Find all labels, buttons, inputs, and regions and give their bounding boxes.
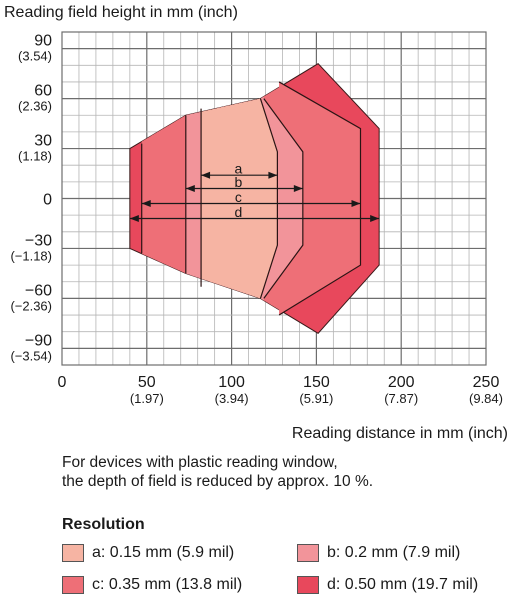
reading-fields bbox=[129, 62, 380, 335]
dimension-label-a: a bbox=[234, 161, 242, 177]
dimension-arrow-left-d bbox=[129, 214, 139, 222]
x-tick-labels: 0 50(1.97) 100(3.94) 150(5.91) 200(7.87) 250(… bbox=[58, 374, 503, 406]
y-tick-label: −60 bbox=[25, 282, 52, 299]
y-tick-sublabel: (−3.54) bbox=[10, 348, 52, 363]
note-line-2: the depth of field is reduced by approx.… bbox=[62, 473, 374, 490]
x-tick-label: 250 bbox=[473, 374, 500, 391]
y-tick-label: −30 bbox=[25, 232, 52, 249]
legend-swatch-b bbox=[297, 544, 319, 562]
legend-swatch-a bbox=[62, 544, 84, 562]
y-tick-sublabel: (1.18) bbox=[18, 149, 52, 164]
y-tick-label: 60 bbox=[34, 83, 52, 100]
y-tick-sublabel: (−1.18) bbox=[10, 248, 52, 263]
field-a-boundary-far bbox=[259, 98, 278, 299]
x-tick-sublabel: (7.87) bbox=[384, 391, 418, 406]
x-tick-sublabel: (9.84) bbox=[469, 391, 503, 406]
legend-swatch-c bbox=[62, 576, 84, 594]
legend-item-c: c: 0.35 mm (13.8 mil) bbox=[62, 576, 242, 594]
y-tick-label: −90 bbox=[25, 332, 52, 349]
dimension-arrow-right-c bbox=[351, 199, 361, 207]
legend-label-c: c: 0.35 mm (13.8 mil) bbox=[92, 576, 243, 593]
field-b-boundary-far bbox=[263, 98, 304, 299]
legend-label-d: d: 0.50 mm (19.7 mil) bbox=[327, 576, 479, 593]
x-tick-label: 50 bbox=[138, 374, 156, 391]
x-tick-label: 150 bbox=[303, 374, 330, 391]
dimension-arrow-right-a bbox=[268, 171, 278, 179]
x-tick-label: 100 bbox=[218, 374, 245, 391]
x-tick-sublabel: (5.91) bbox=[299, 391, 333, 406]
dimension-label-b: b bbox=[234, 174, 242, 190]
y-tick-sublabel: (−2.36) bbox=[10, 298, 52, 313]
x-tick-sublabel: (3.94) bbox=[215, 391, 249, 406]
y-tick-label: 90 bbox=[34, 33, 52, 50]
y-tick-sublabel: (2.36) bbox=[18, 99, 52, 114]
x-tick-label: 200 bbox=[388, 374, 415, 391]
legend-item-b: b: 0.2 mm (7.9 mil) bbox=[297, 544, 460, 562]
x-tick-label: 0 bbox=[58, 374, 67, 391]
dimension-arrow-left-a bbox=[201, 171, 211, 179]
plot-border bbox=[61, 31, 487, 366]
dimension-label-c: c bbox=[235, 189, 242, 205]
legend-swatch-d bbox=[297, 576, 319, 594]
y-tick-sublabel: (3.54) bbox=[18, 49, 52, 64]
y-tick-labels: 90(3.54)60(2.36)30(1.18)0−30(−1.18)−60(−… bbox=[10, 33, 52, 364]
dimension-arrow-left-b bbox=[185, 185, 195, 193]
dimension-label-d: d bbox=[234, 204, 242, 220]
x-tick-sublabel: (1.97) bbox=[130, 391, 164, 406]
chart-frame bbox=[61, 31, 487, 366]
legend-item-d: d: 0.50 mm (19.7 mil) bbox=[297, 576, 478, 594]
dimension-arrow-right-b bbox=[293, 185, 303, 193]
legend-item-a: a: 0.15 mm (5.9 mil) bbox=[62, 544, 234, 562]
legend-label-a: a: 0.15 mm (5.9 mil) bbox=[92, 544, 235, 561]
field-a-area bbox=[201, 98, 278, 299]
legend-label-b: b: 0.2 mm (7.9 mil) bbox=[327, 544, 461, 561]
note-line-1: For devices with plastic reading window, bbox=[62, 454, 338, 471]
y-tick-label: 30 bbox=[34, 133, 52, 150]
legend-title: Resolution bbox=[62, 516, 145, 533]
y-axis-title: Reading field height in mm (inch) bbox=[4, 4, 238, 21]
dimension-arrow-right-d bbox=[370, 214, 380, 222]
field-c-boundary-far bbox=[278, 81, 362, 316]
note-text: For devices with plastic reading window,… bbox=[62, 453, 502, 491]
y-tick-label: 0 bbox=[43, 192, 52, 209]
x-axis-title: Reading distance in mm (inch) bbox=[292, 425, 508, 442]
dimension-arrow-left-c bbox=[141, 199, 151, 207]
